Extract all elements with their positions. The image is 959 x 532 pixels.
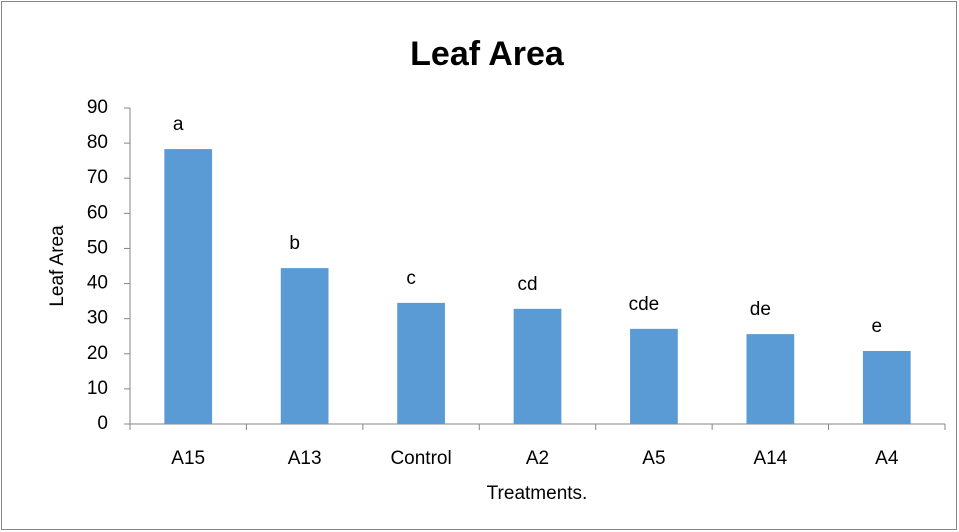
bar-annotation: b [289, 233, 300, 254]
bar-annotation: cde [629, 294, 660, 315]
y-tick-label: 70 [87, 167, 108, 188]
x-axis-label: Treatments. [487, 483, 588, 504]
y-tick-label: 50 [87, 237, 108, 258]
y-tick-label: 0 [97, 413, 108, 434]
x-tick-label: A2 [526, 448, 549, 469]
y-tick-label: 30 [87, 308, 108, 329]
x-tick-label: A5 [642, 448, 665, 469]
chart-title: Leaf Area [410, 35, 565, 73]
bar [164, 149, 213, 424]
bar [630, 328, 678, 424]
bar [280, 268, 329, 424]
y-tick-label: 60 [87, 202, 108, 223]
bar-annotation: de [750, 299, 771, 320]
bar-annotation: a [173, 114, 184, 135]
x-tick-label: A14 [753, 448, 787, 469]
y-tick-label: 20 [87, 343, 108, 364]
bar-annotation: e [871, 316, 882, 337]
y-tick-label: 10 [87, 378, 108, 399]
x-tick-label: A15 [171, 448, 205, 469]
bar [513, 308, 562, 424]
bar [746, 334, 795, 424]
bar-annotation: c [406, 268, 416, 289]
y-axis-label: Leaf Area [47, 225, 68, 307]
y-tick-label: 80 [87, 132, 108, 153]
x-tick-label: A4 [875, 448, 899, 469]
bar-annotation: cd [517, 274, 537, 295]
x-tick-label: Control [390, 448, 451, 469]
bar [397, 302, 445, 424]
x-tick-label: A13 [288, 448, 322, 469]
y-tick-label: 40 [87, 273, 108, 294]
bar [862, 350, 911, 424]
y-tick-label: 90 [87, 97, 108, 118]
